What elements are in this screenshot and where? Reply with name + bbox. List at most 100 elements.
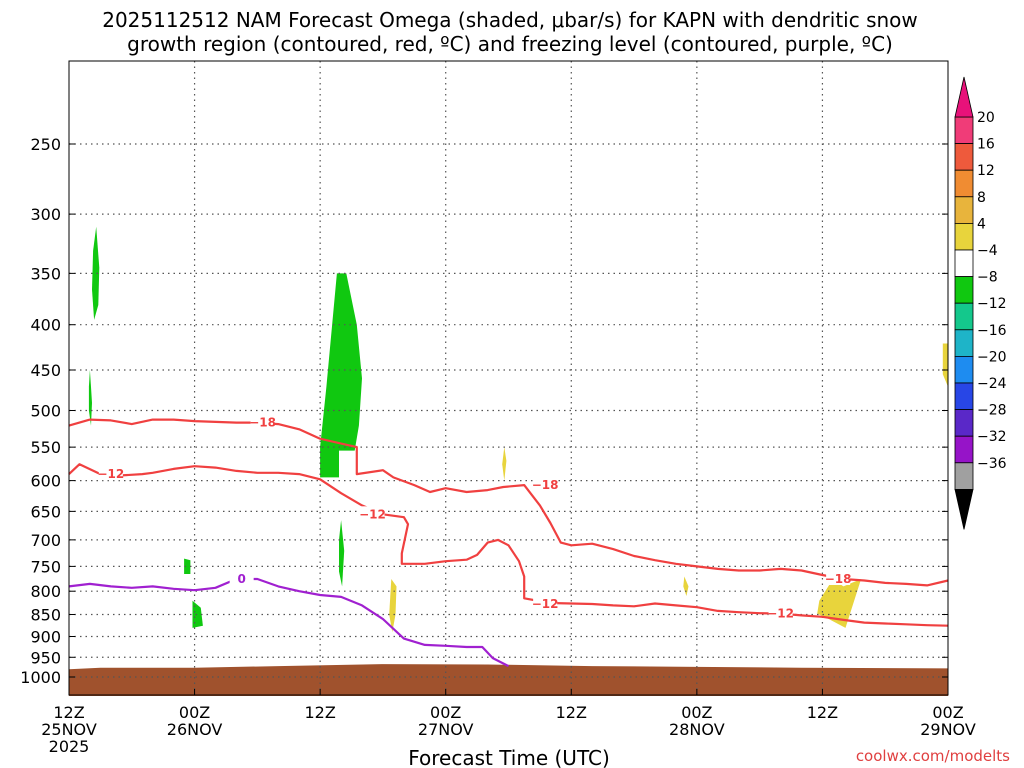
x-tick-label-72-0: 12Z: [807, 703, 838, 722]
y-tick-label-950: 950: [30, 648, 61, 667]
contour-label-bg-8: [826, 570, 851, 585]
contour-line-3: [68, 577, 509, 668]
contour-label-3: −12: [97, 467, 124, 481]
colorbar-bottom-arrow: [954, 488, 974, 530]
contour-label-4: −12: [359, 507, 386, 521]
y-axis: 250 300 350 400 450 500 550 600 650 700 750 800 850 9…: [20, 135, 948, 687]
omega-region-3: [320, 273, 362, 478]
x-tick-label-36-0: 00Z: [430, 703, 461, 722]
x-tick-label-24-0: 12Z: [304, 703, 335, 722]
colorbar-segment-13: [954, 435, 974, 464]
contour-label-7: 0: [237, 572, 245, 586]
colorbar-segment-4: [954, 196, 974, 224]
colorbar-segment-7: [954, 276, 974, 304]
colorbar-segment-6: [954, 249, 974, 278]
colorbar-label-12: −28: [977, 403, 1007, 419]
omega-shading-layer: [0, 226, 1024, 726]
colorbar-label-8: −12: [977, 296, 1007, 312]
plot-frame: [68, 60, 949, 696]
contour-label-1: −18: [249, 416, 276, 430]
colorbar-label-11: −24: [977, 376, 1007, 392]
y-tick-label-800: 800: [30, 582, 61, 601]
omega-region-8: [502, 447, 507, 481]
colorbar-segment-1: [954, 116, 974, 145]
y-tick-label-600: 600: [30, 472, 61, 491]
omega-region-11: [942, 343, 948, 387]
y-tick-label-850: 850: [30, 606, 61, 625]
y-tick-label-650: 650: [30, 502, 61, 521]
x-tick-label-48-0: 12Z: [556, 703, 587, 722]
credit-text: coolwx.com/modelts: [856, 747, 1010, 765]
colorbar-segment-3: [954, 169, 974, 198]
omega-region-9: [683, 576, 689, 596]
grid-layer: [69, 61, 948, 695]
contour-label-bg-1: [250, 414, 275, 429]
omega-region-4: [339, 520, 345, 587]
y-tick-label-400: 400: [30, 316, 61, 335]
y-tick-label-500: 500: [30, 402, 61, 421]
contour-line-1: [68, 418, 949, 587]
x-tick-label-84-0: 00Z: [932, 703, 963, 722]
y-tick-label-300: 300: [30, 205, 61, 224]
colorbar-segment-14: [954, 462, 974, 490]
colorbar-top-arrow: [954, 76, 974, 118]
colorbar-segment-12: [954, 409, 974, 437]
colorbar-label-5: 4: [977, 216, 986, 232]
y-tick-label-250: 250: [30, 135, 61, 154]
colorbar-segment-9: [954, 329, 974, 357]
colorbar-label-2: 16: [977, 137, 995, 153]
colorbar-label-1: 20: [977, 110, 995, 126]
colorbar-segment-2: [954, 143, 974, 171]
x-tick-label-84-1: 29NOV: [920, 720, 976, 739]
chart-title-line-1: 2025112512 NAM Forecast Omega (shaded, μ…: [102, 8, 918, 32]
omega-region-2: [88, 370, 92, 426]
x-tick-label-0-0: 12Z: [53, 703, 84, 722]
x-tick-label-60-1: 28NOV: [669, 720, 725, 739]
x-tick-label-60-0: 00Z: [681, 703, 712, 722]
contour-label-6: −12: [767, 607, 794, 621]
contour-label-bg-4: [360, 506, 385, 521]
colorbar-label-7: −8: [977, 270, 998, 286]
y-tick-label-750: 750: [30, 557, 61, 576]
y-tick-label-1000: 1000: [20, 668, 61, 687]
omega-region-6: [192, 600, 203, 628]
contour-label-bg-5: [533, 595, 558, 610]
y-tick-label-900: 900: [30, 627, 61, 646]
colorbar-segment-8: [954, 302, 974, 331]
contour-layer: −18 −18 −12 −12 −12 −12 0 −18: [68, 414, 949, 668]
contour-label-2: −18: [532, 478, 559, 492]
colorbar-label-13: −32: [977, 429, 1007, 445]
contour-label-bg-6: [768, 605, 793, 620]
y-tick-label-450: 450: [30, 361, 61, 380]
omega-region-7: [389, 579, 397, 633]
colorbar-label-3: 12: [977, 163, 995, 179]
x-tick-label-0-2: 2025: [49, 737, 90, 756]
colorbar-segment-11: [954, 382, 974, 411]
terrain-mask: [0, 696, 1024, 726]
contour-label-bg-2: [533, 477, 558, 492]
contour-line-2: [68, 463, 949, 627]
colorbar-segment-10: [954, 355, 974, 384]
colorbar-segment-5: [954, 222, 974, 251]
contour-label-8: −18: [825, 572, 852, 586]
x-axis-label: Forecast Time (UTC): [408, 746, 610, 768]
y-tick-label-700: 700: [30, 531, 61, 550]
colorbar-label-4: 8: [977, 190, 986, 206]
x-tick-label-12-0: 00Z: [179, 703, 210, 722]
x-tick-label-36-1: 27NOV: [418, 720, 474, 739]
colorbar-label-10: −20: [977, 349, 1007, 365]
y-tick-label-350: 350: [30, 264, 61, 283]
x-tick-label-12-1: 26NOV: [167, 720, 223, 739]
omega-region-5: [184, 558, 191, 574]
contour-label-bg-7: [229, 570, 254, 585]
chart-title-line-2: growth region (contoured, red, ºC) and f…: [127, 32, 893, 56]
colorbar-label-6: −4: [977, 243, 998, 259]
contour-label-5: −12: [532, 597, 559, 611]
colorbar-label-14: −36: [977, 456, 1007, 472]
colorbar: 20 16 12 8 4 −4 −8 −12 −16 −20 −24 −28 −32 −36: [954, 76, 1007, 530]
x-tick-label-0-1: 25NOV: [41, 720, 97, 739]
contour-label-bg-3: [98, 466, 123, 481]
y-tick-label-550: 550: [30, 438, 61, 457]
